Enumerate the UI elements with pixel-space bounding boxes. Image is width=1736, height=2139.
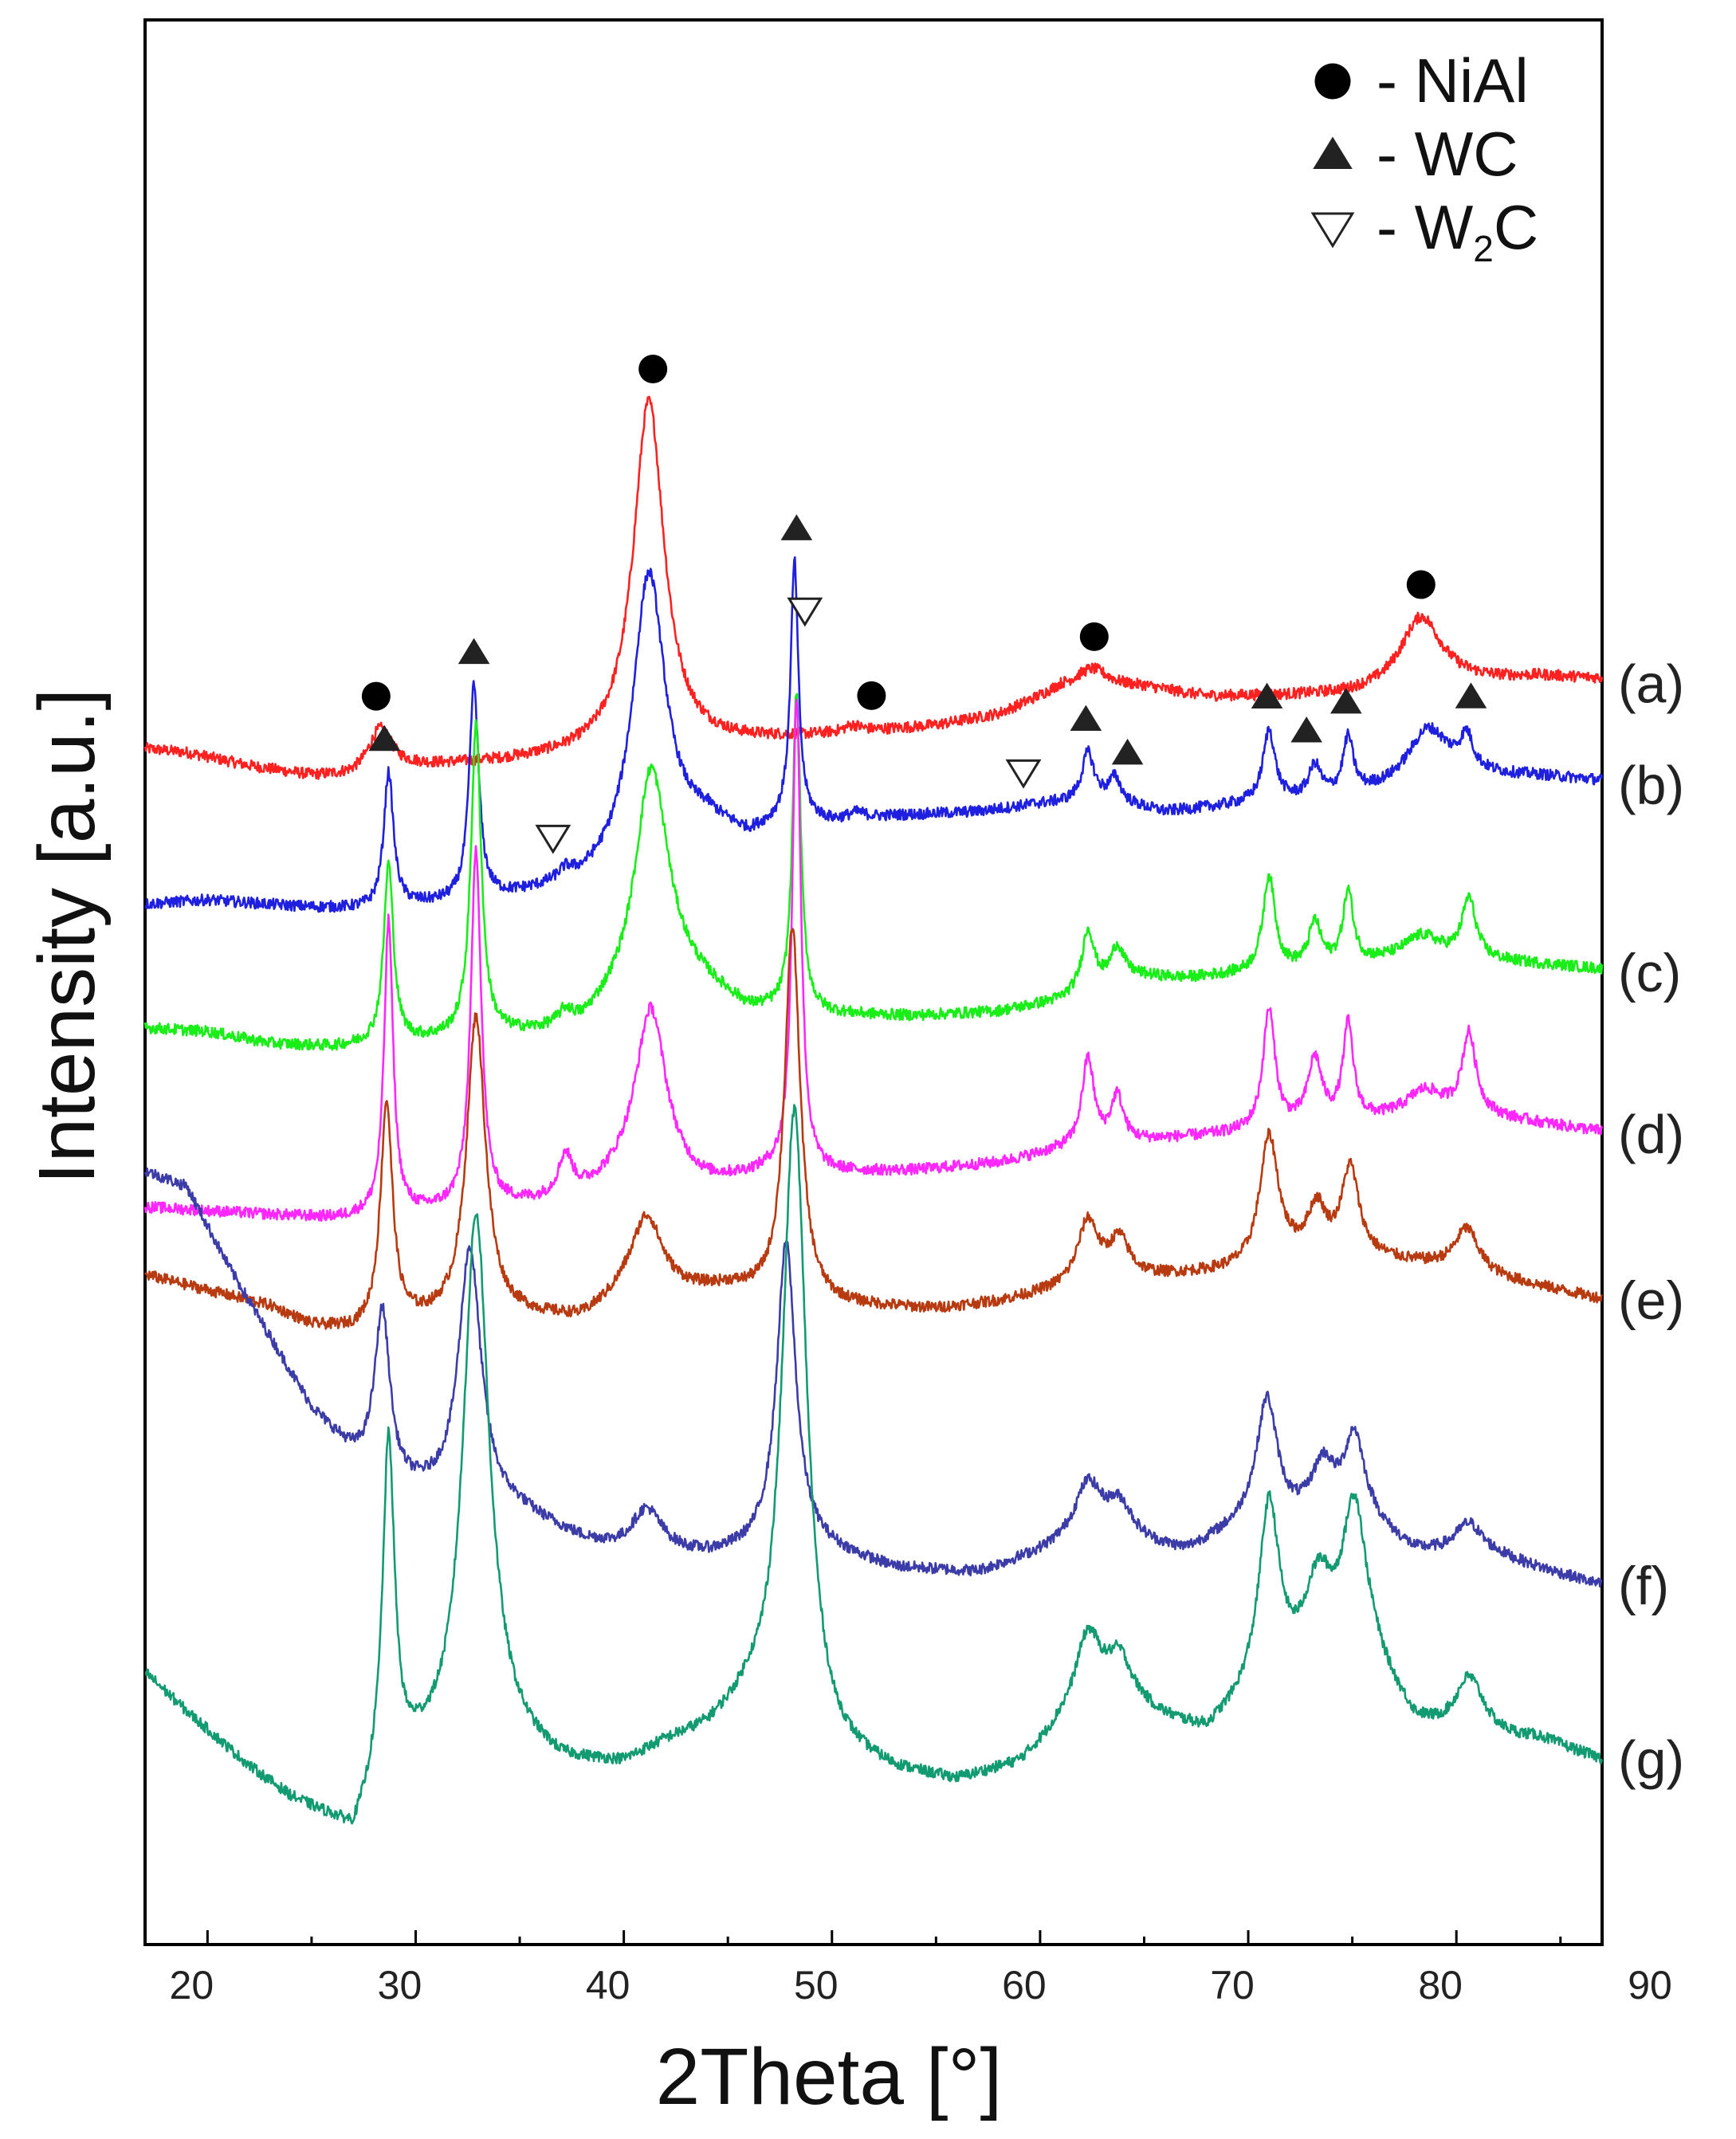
series-label: (f) — [1618, 1556, 1669, 1616]
legend-label: - W2C — [1377, 192, 1538, 269]
wc-marker-icon — [1070, 704, 1102, 732]
xrd-curve-d — [143, 698, 1604, 1223]
w2c-marker-icon — [1005, 759, 1042, 789]
x-axis-ticks — [206, 1930, 1562, 1945]
legend-label: - WC — [1377, 119, 1518, 189]
wc-marker-icon — [780, 514, 813, 540]
xrd-curve-f — [143, 1168, 1603, 1588]
plot-frame — [143, 18, 1604, 1946]
w2c-marker-icon — [535, 824, 571, 854]
legend-label-main: - W — [1377, 192, 1474, 262]
wc-marker-icon — [1290, 716, 1322, 743]
nial-marker-icon — [857, 681, 886, 710]
x-tick-label: 70 — [1210, 1963, 1255, 2008]
xrd-curve-g — [144, 1104, 1604, 1825]
w2c-marker-icon — [1310, 212, 1355, 249]
xrd-curve-c — [143, 693, 1604, 1051]
legend-entry: - NiAl — [1314, 45, 1529, 116]
wc-marker-icon — [368, 724, 401, 752]
x-tick-label: 60 — [1002, 1963, 1047, 2008]
x-tick-label: 50 — [794, 1963, 839, 2008]
series-label: (d) — [1618, 1105, 1684, 1165]
diffraction-curves — [143, 395, 1604, 1825]
xrd-curve-b — [144, 556, 1604, 913]
series-label: (a) — [1618, 653, 1684, 714]
series-label: (c) — [1618, 943, 1681, 1003]
x-tick-label: 80 — [1418, 1963, 1463, 2008]
series-label: (b) — [1618, 755, 1684, 815]
x-tick-label: 20 — [170, 1963, 214, 2008]
y-axis-label: Intensity [a.u.] — [22, 689, 112, 1185]
x-tick-label: 90 — [1628, 1963, 1672, 2008]
wc-marker-icon — [1111, 738, 1144, 765]
legend: - NiAl- WC- W2C — [1310, 45, 1538, 269]
legend-entry: - W2C — [1310, 192, 1538, 269]
wc-marker-icon — [1329, 688, 1362, 714]
nial-marker-icon — [1314, 63, 1351, 100]
phase-markers — [361, 355, 1487, 854]
series-label: (e) — [1618, 1270, 1684, 1331]
nial-marker-icon — [1079, 622, 1109, 651]
x-tick-label: 30 — [378, 1963, 422, 2008]
wc-marker-icon — [1251, 682, 1283, 708]
xrd-curve-e — [143, 928, 1604, 1330]
xrd-curve-a — [143, 395, 1604, 780]
plot-border — [143, 18, 1604, 1946]
series-label: (g) — [1618, 1730, 1684, 1791]
wc-marker-icon — [458, 638, 490, 665]
x-axis-tick-labels: 20 30 40 50 60 70 80 90 — [170, 1963, 1672, 2008]
nial-marker-icon — [1406, 570, 1436, 599]
nial-marker-icon — [638, 355, 668, 384]
w2c-marker-icon — [787, 597, 823, 627]
wc-marker-icon — [1455, 682, 1487, 708]
series-labels: (a) (b) (c) (d) (e) (f) (g) — [1618, 653, 1684, 1790]
x-axis-label: 2Theta [°] — [656, 2032, 1003, 2121]
legend-label-sub: 2 — [1473, 228, 1494, 269]
wc-marker-icon — [1313, 136, 1353, 169]
legend-label: - NiAl — [1377, 45, 1529, 116]
legend-label-tail: C — [1494, 192, 1538, 262]
legend-entry: - WC — [1313, 119, 1518, 189]
nial-marker-icon — [361, 681, 391, 711]
x-tick-label: 40 — [586, 1963, 630, 2008]
